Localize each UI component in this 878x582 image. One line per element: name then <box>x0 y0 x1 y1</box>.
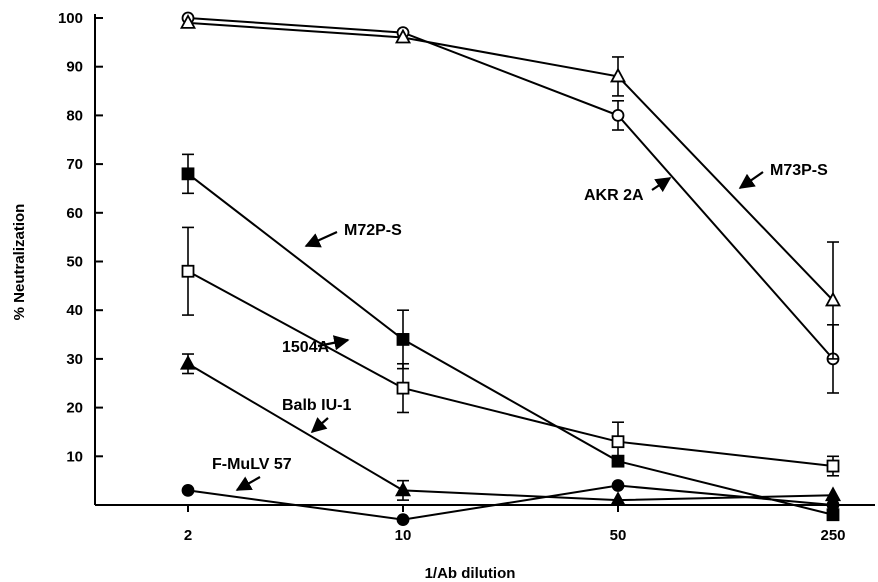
data-point-1504a <box>826 459 840 473</box>
y-tick-label: 30 <box>66 351 83 368</box>
label-balb-iu-1: Balb IU-1 <box>282 397 351 414</box>
data-point-1504a <box>611 435 625 449</box>
label-1504a: 1504A <box>282 339 330 356</box>
x-tick-label: 50 <box>610 527 627 544</box>
arrow-f-mulv-57 <box>235 476 261 491</box>
series-line-akr-2a <box>187 17 834 360</box>
data-point-1504a <box>181 264 195 278</box>
x-axis-title: 1/Ab dilution <box>425 565 516 582</box>
arrow-balb-iu-1 <box>310 417 329 434</box>
series-line-m72p-s <box>187 173 834 516</box>
y-tick-label: 70 <box>66 156 83 173</box>
data-point-balb-iu-1 <box>179 354 197 370</box>
arrow-m73p-s <box>738 171 764 189</box>
series-1504a <box>181 226 840 477</box>
data-point-m72p-s <box>396 333 410 346</box>
series-layer <box>179 11 842 527</box>
y-tick-label: 50 <box>66 254 83 271</box>
y-tick-label: 90 <box>66 59 83 76</box>
arrow-1504a <box>317 335 350 351</box>
data-point-m72p-s <box>181 167 195 181</box>
y-tick-label: 100 <box>58 10 83 27</box>
label-f-mulv-57: F-MuLV 57 <box>212 456 292 473</box>
series-line-1504a <box>187 270 834 468</box>
label-m72p-s: M72P-S <box>344 222 402 239</box>
x-tick-label: 2 <box>184 527 192 544</box>
label-m73p-s: M73P-S <box>770 162 828 179</box>
arrow-akr-2a <box>651 177 672 193</box>
data-point-m73p-s <box>394 28 412 44</box>
arrow-m72p-s <box>304 230 338 248</box>
data-point-1504a <box>396 381 410 395</box>
series-m73p-s <box>179 13 842 360</box>
data-point-m73p-s <box>824 291 842 307</box>
y-tick-label: 80 <box>66 107 83 124</box>
series-line-balb-iu-1 <box>187 362 834 502</box>
data-point-balb-iu-1 <box>824 486 842 502</box>
series-line-m73p-s <box>187 21 834 302</box>
y-tick-label: 60 <box>66 205 83 222</box>
y-axis-title: % Neutralization <box>11 204 28 321</box>
data-point-akr-2a <box>611 109 625 122</box>
data-point-balb-iu-1 <box>394 481 412 497</box>
data-point-f-mulv-57 <box>826 498 840 512</box>
series-line-f-mulv-57 <box>187 484 834 521</box>
series-balb-iu-1 <box>179 353 842 507</box>
y-tick-label: 40 <box>66 302 83 319</box>
y-tick-label: 10 <box>66 448 83 465</box>
series-f-mulv-57 <box>181 479 840 527</box>
annotations: M73P-S AKR 2A M72P-S 1504A Balb IU-1 F-MuLV 5… <box>212 162 828 491</box>
label-akr-2a: AKR 2A <box>584 187 644 204</box>
axes: 10 20 30 40 50 60 70 80 90 100 2 10 50 250 1/Ab diluti… <box>11 10 875 582</box>
y-tick-label: 20 <box>66 400 83 417</box>
data-point-m73p-s <box>179 13 197 29</box>
data-point-f-mulv-57 <box>396 513 410 527</box>
data-point-f-mulv-57 <box>611 479 625 492</box>
x-tick-label: 10 <box>395 527 412 544</box>
x-tick-label: 250 <box>820 527 845 544</box>
data-point-m73p-s <box>609 67 627 83</box>
data-point-balb-iu-1 <box>609 491 627 507</box>
data-point-f-mulv-57 <box>181 483 195 497</box>
